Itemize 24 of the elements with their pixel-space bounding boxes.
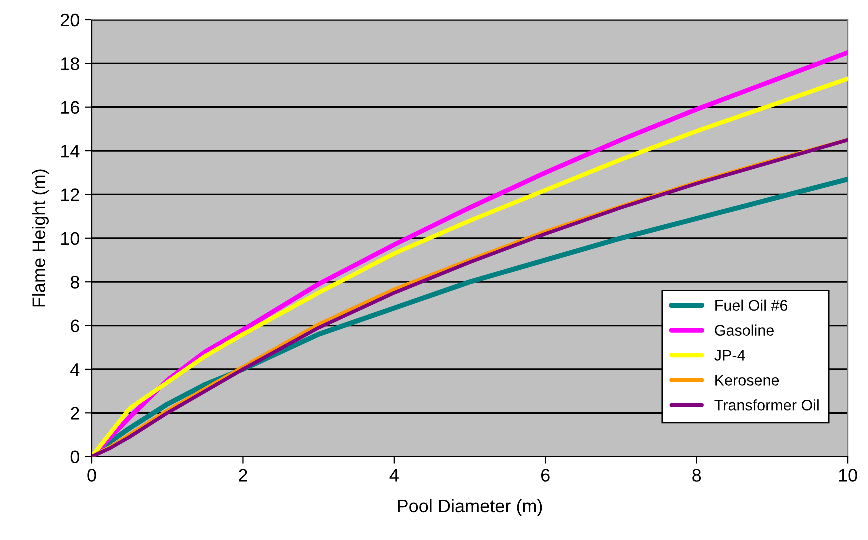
y-tick-label: 18 — [62, 58, 80, 70]
y-tick-label: 4 — [70, 364, 80, 376]
y-tick-label: 20 — [61, 14, 80, 27]
x-tick-label: 4 — [390, 469, 399, 482]
legend-label: Kerosene — [716, 375, 780, 386]
y-tick-label: 10 — [62, 232, 80, 246]
y-tick-label: 0 — [70, 450, 80, 464]
x-axis-title: Pool Diameter (m) — [398, 499, 542, 516]
x-tick-label: 6 — [542, 469, 550, 482]
x-tick-label: 8 — [692, 469, 702, 482]
x-tick-label: 10 — [839, 469, 858, 482]
y-tick-label: 16 — [62, 101, 80, 114]
legend-label: Fuel Oil #6 — [716, 300, 788, 312]
y-tick-label: 6 — [71, 320, 80, 332]
legend-label: Gasoline — [715, 324, 774, 336]
y-tick-label: 8 — [70, 276, 80, 289]
y-tick-label: 14 — [62, 145, 80, 158]
x-tick-label: 0 — [88, 469, 96, 482]
legend-label: Transformer Oil — [714, 400, 819, 411]
legend-label: JP-4 — [714, 350, 746, 361]
y-tick-label: 2 — [71, 407, 80, 420]
x-tick-label: 2 — [239, 469, 248, 482]
y-tick-label: 12 — [62, 188, 80, 202]
y-axis-title: Flame Height (m) — [32, 170, 50, 307]
